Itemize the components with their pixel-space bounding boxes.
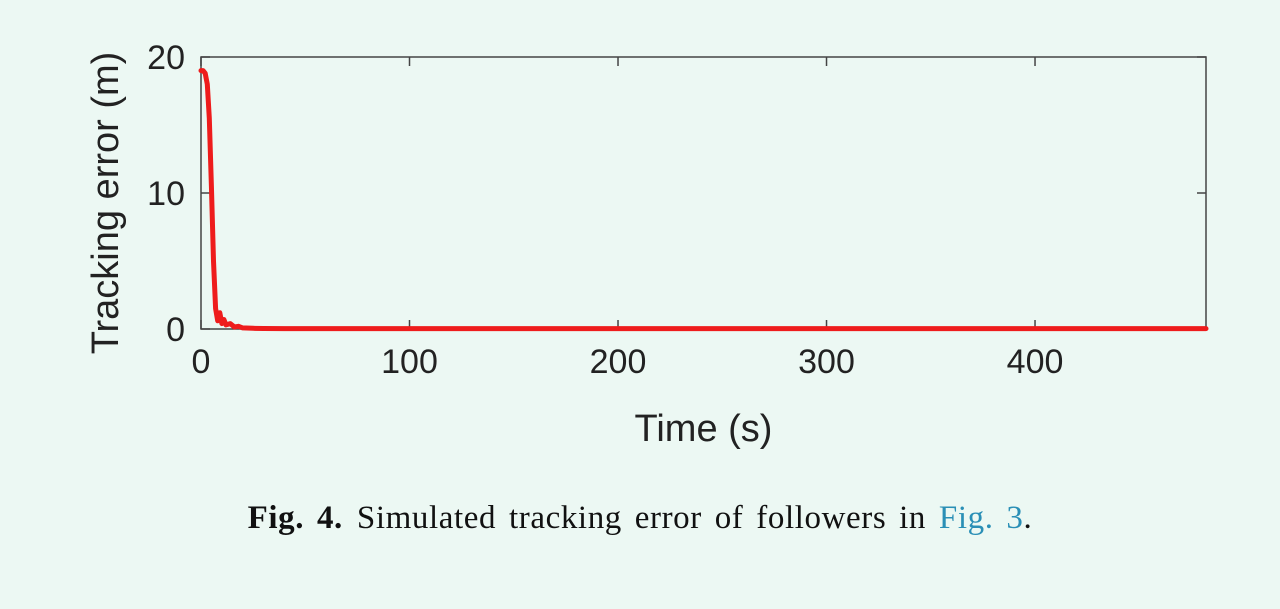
x-tick-label: 200 <box>590 343 647 381</box>
x-tick-label: 100 <box>381 343 438 381</box>
x-axis-label: Time (s) <box>635 408 773 450</box>
y-tick-label: 0 <box>166 311 185 349</box>
x-tick-label: 300 <box>798 343 855 381</box>
caption-text: Simulated tracking error of followers in <box>356 500 927 536</box>
figure-caption: Fig. 4. Simulated tracking error of follo… <box>0 500 1280 537</box>
y-ticks: 0 10 20 <box>147 39 1206 349</box>
tracking-error-chart: 0 100 200 300 400 0 10 20 Time (s) Tracking er… <box>85 39 1209 450</box>
series-line <box>198 68 1209 332</box>
caption-figure-link[interactable]: Fig. 3 <box>938 500 1024 536</box>
axes-box <box>200 56 1207 330</box>
y-tick-label: 20 <box>147 39 185 77</box>
series-layer <box>198 68 1209 332</box>
x-tick-label: 400 <box>1007 343 1064 381</box>
y-tick-label: 10 <box>147 175 185 213</box>
y-axis-label: Tracking error (m) <box>85 52 127 355</box>
plot-area: 0 100 200 300 400 0 10 20 <box>147 39 1209 381</box>
caption-end: . <box>1023 500 1033 536</box>
x-ticks: 0 100 200 300 400 <box>192 57 1064 381</box>
x-tick-label: 0 <box>192 343 211 381</box>
caption-figure-number: Fig. 4. <box>247 500 343 536</box>
